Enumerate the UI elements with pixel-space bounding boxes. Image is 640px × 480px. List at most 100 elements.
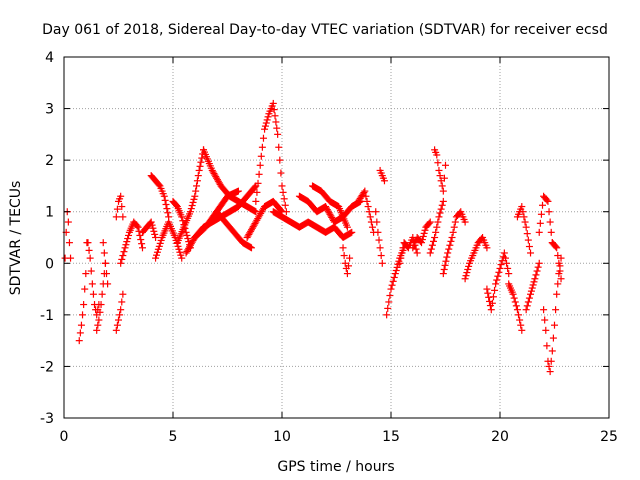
data-point <box>528 284 536 292</box>
data-point <box>195 166 203 174</box>
data-point <box>436 209 444 217</box>
data-point <box>510 294 518 302</box>
data-point <box>418 239 426 247</box>
data-point <box>196 162 204 170</box>
data-point <box>557 275 565 283</box>
data-point <box>398 249 406 257</box>
data-point <box>273 124 281 132</box>
data-point <box>85 246 93 254</box>
data-point <box>117 259 125 267</box>
data-point <box>116 311 124 319</box>
data-point <box>515 311 523 319</box>
data-point <box>546 218 554 226</box>
data-point <box>516 316 524 324</box>
data-point <box>261 122 269 130</box>
data-point <box>189 198 197 206</box>
data-point <box>533 267 541 275</box>
data-point <box>374 228 382 236</box>
data-point <box>161 196 169 204</box>
x-tick-label: 0 <box>60 429 69 445</box>
data-point <box>190 195 198 203</box>
data-point <box>247 244 255 252</box>
data-point <box>82 270 90 278</box>
data-point <box>492 280 500 288</box>
data-point <box>138 240 146 248</box>
data-point <box>118 203 126 211</box>
data-point <box>537 210 545 218</box>
data-point <box>509 290 517 298</box>
data-point <box>155 242 163 250</box>
data-point <box>396 259 404 267</box>
data-point <box>497 261 505 269</box>
data-point <box>98 290 106 298</box>
data-point <box>112 213 120 221</box>
data-point <box>436 172 444 180</box>
data-point <box>64 218 72 226</box>
data-point <box>388 281 396 289</box>
data-point <box>187 205 195 213</box>
data-point <box>280 195 288 203</box>
data-point <box>270 106 278 114</box>
data-point <box>150 227 158 235</box>
data-point <box>383 311 391 319</box>
data-point <box>257 152 265 160</box>
data-point <box>545 208 553 216</box>
data-point <box>262 119 270 127</box>
data-point <box>252 182 260 190</box>
data-point <box>551 321 558 329</box>
data-point <box>362 192 370 200</box>
data-point <box>343 270 351 278</box>
data-point <box>522 306 530 314</box>
data-point <box>547 228 555 236</box>
y-tick-label: 0 <box>45 256 54 272</box>
data-point <box>426 249 434 257</box>
data-point <box>84 239 92 247</box>
data-point <box>148 221 156 229</box>
data-point <box>118 298 126 306</box>
data-point <box>163 205 171 213</box>
data-point <box>112 326 120 334</box>
data-point <box>496 264 504 272</box>
data-point <box>500 249 508 257</box>
data-point <box>368 223 376 231</box>
data-point <box>373 218 381 226</box>
data-point <box>125 231 133 239</box>
x-tick-label: 25 <box>600 429 618 445</box>
data-point <box>519 208 527 216</box>
data-point <box>77 321 85 329</box>
data-point <box>448 234 456 241</box>
data-point <box>96 308 104 316</box>
data-point <box>527 287 535 295</box>
data-point <box>97 301 105 309</box>
data-point <box>450 223 458 231</box>
y-tick-label: 3 <box>45 102 54 118</box>
data-point <box>275 143 283 151</box>
data-point <box>380 177 388 185</box>
data-point <box>372 208 380 216</box>
data-point <box>385 298 393 306</box>
data-point <box>277 169 285 177</box>
data-point <box>103 270 111 278</box>
data-point <box>425 219 433 227</box>
data-point <box>89 290 97 298</box>
data-point <box>443 253 451 261</box>
data-point <box>439 197 447 205</box>
data-point <box>495 268 503 276</box>
data-point <box>428 241 436 249</box>
data-point <box>397 254 405 262</box>
data-point <box>269 99 277 107</box>
data-point <box>442 257 450 265</box>
data-point <box>123 238 131 246</box>
data-point <box>378 259 386 267</box>
data-point <box>120 248 128 256</box>
data-point <box>487 306 495 314</box>
data-point <box>462 272 470 280</box>
data-point <box>446 241 454 249</box>
data-point <box>95 316 103 324</box>
data-point <box>431 234 439 241</box>
data-point <box>147 218 155 226</box>
data-point <box>156 239 164 247</box>
data-point <box>65 239 73 247</box>
data-point <box>465 262 473 270</box>
data-point <box>427 245 435 253</box>
